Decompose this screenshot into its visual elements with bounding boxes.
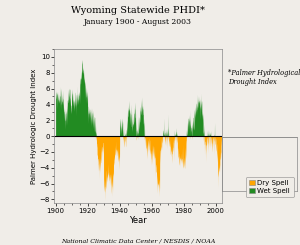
Text: Wyoming Statewide PHDI*: Wyoming Statewide PHDI*: [71, 6, 205, 15]
Y-axis label: Palmer Hydrologic Drought Index: Palmer Hydrologic Drought Index: [31, 69, 37, 184]
FancyBboxPatch shape: [222, 137, 297, 191]
Legend: Dry Spell, Wet Spell: Dry Spell, Wet Spell: [245, 177, 293, 197]
X-axis label: Year: Year: [129, 216, 147, 225]
Text: *Palmer Hydrological
Drought Index: *Palmer Hydrological Drought Index: [228, 69, 300, 86]
Text: National Climatic Data Center / NESDIS / NOAA: National Climatic Data Center / NESDIS /…: [61, 239, 215, 244]
Text: January 1900 - August 2003: January 1900 - August 2003: [84, 18, 192, 26]
